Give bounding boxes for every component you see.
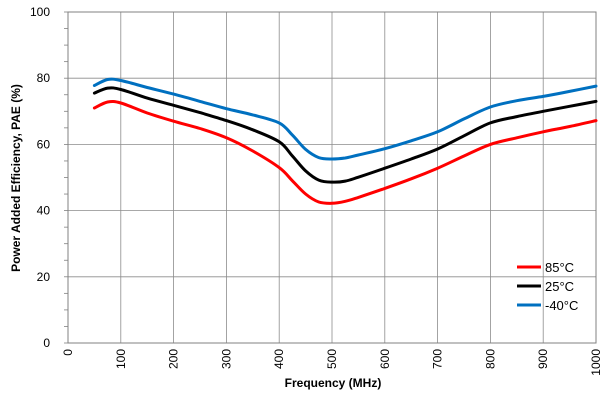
x-tick-label: 700 bbox=[431, 349, 445, 369]
y-tick-label: 40 bbox=[37, 204, 51, 218]
x-tick-label: 300 bbox=[219, 349, 233, 369]
y-tick-label: 100 bbox=[30, 5, 50, 19]
y-tick-label: 60 bbox=[37, 137, 51, 151]
x-tick-label: 0 bbox=[61, 349, 75, 356]
y-tick-label: 0 bbox=[43, 336, 50, 350]
y-axis-title: Power Added Efficiency, PAE (%) bbox=[9, 84, 23, 272]
series-lines bbox=[92, 77, 598, 205]
x-tick-label: 1000 bbox=[589, 349, 602, 376]
grid bbox=[68, 12, 596, 343]
series-line bbox=[92, 77, 598, 161]
legend: 85°C 25°C -40°C bbox=[517, 260, 578, 313]
legend-label: 25°C bbox=[545, 279, 574, 294]
minor-ticks bbox=[64, 11, 68, 344]
legend-label: -40°C bbox=[545, 298, 578, 313]
y-tick-labels: 0 20 40 60 80 100 bbox=[30, 5, 50, 350]
series-line bbox=[92, 99, 598, 205]
x-tick-label: 900 bbox=[536, 349, 550, 369]
series-line bbox=[92, 86, 598, 184]
x-tick-label: 400 bbox=[272, 349, 286, 369]
x-tick-label: 100 bbox=[114, 349, 128, 369]
x-tick-labels: 0 100 200 300 400 500 600 700 800 900 1000 bbox=[61, 349, 602, 376]
y-tick-label: 20 bbox=[37, 270, 51, 284]
x-tick-label: 200 bbox=[167, 349, 181, 369]
x-tick-label: 800 bbox=[483, 349, 497, 369]
y-tick-label: 80 bbox=[37, 71, 51, 85]
x-axis-title: Frequency (MHz) bbox=[285, 376, 382, 390]
x-tick-label: 500 bbox=[325, 349, 339, 369]
legend-label: 85°C bbox=[545, 260, 574, 275]
x-tick-label: 600 bbox=[378, 349, 392, 369]
